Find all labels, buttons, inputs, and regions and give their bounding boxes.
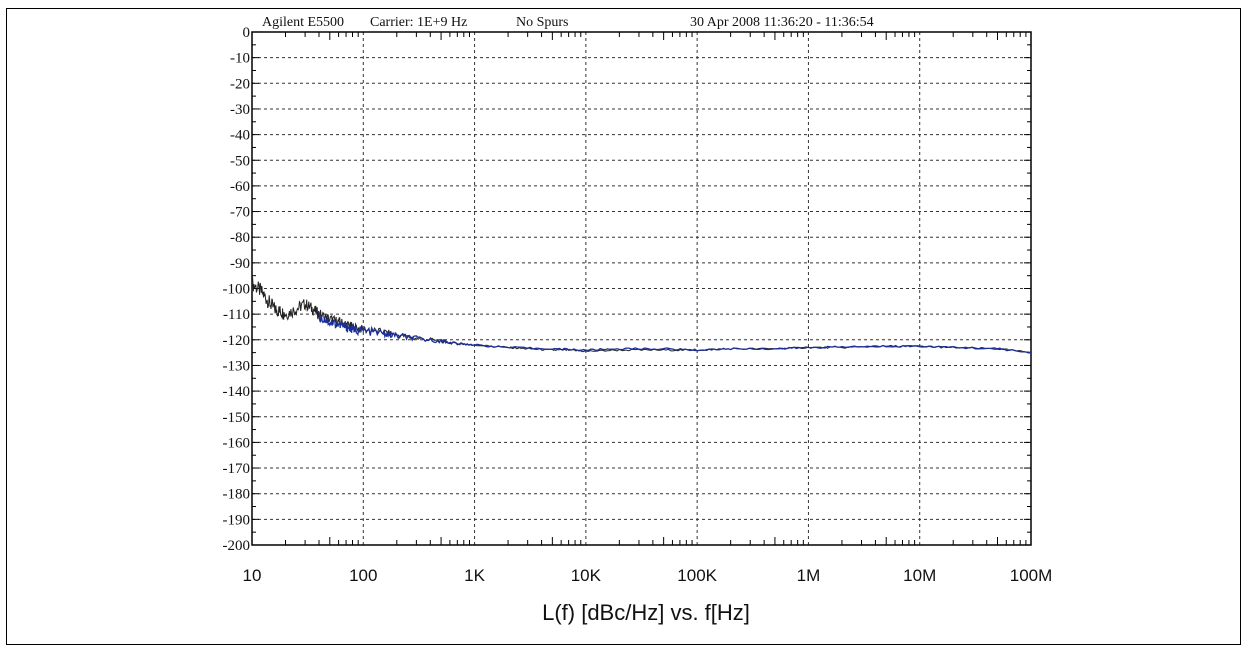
y-tick-label: -30 xyxy=(230,102,250,118)
y-tick-label: -150 xyxy=(223,410,251,426)
x-tick-label: 100K xyxy=(677,566,717,585)
y-tick-label: -130 xyxy=(223,358,251,374)
y-tick-label: -100 xyxy=(223,282,251,298)
x-tick-label: 10 xyxy=(243,566,262,585)
x-tick-label: 100M xyxy=(1010,566,1053,585)
y-tick-label: -120 xyxy=(223,333,251,349)
minor-tick-marks xyxy=(252,31,1031,546)
y-tick-label: -10 xyxy=(230,51,250,67)
y-tick-label: -80 xyxy=(230,230,250,246)
noise-trace-2 xyxy=(318,311,1032,354)
y-tick-label: -110 xyxy=(223,307,250,323)
y-tick-label: -60 xyxy=(230,179,250,195)
y-tick-label: -160 xyxy=(223,435,251,451)
y-tick-label: -140 xyxy=(223,384,251,400)
figure-frame xyxy=(6,8,1241,645)
x-axis-tick-labels: 10 100 1K 10K 100K 1M 10M 100M xyxy=(243,566,1053,585)
x-tick-label: 10K xyxy=(571,566,602,585)
x-axis-label: L(f) [dBc/Hz] vs. f[Hz] xyxy=(542,600,750,625)
x-tick-label: 10M xyxy=(903,566,936,585)
noise-traces xyxy=(251,277,1032,354)
y-tick-label: -70 xyxy=(230,205,250,221)
measurement-timestamp: 30 Apr 2008 11:36:20 - 11:36:54 xyxy=(690,15,874,30)
y-tick-label: -50 xyxy=(230,153,250,169)
y-tick-label: -90 xyxy=(230,256,250,272)
x-tick-label: 1K xyxy=(464,566,485,585)
y-tick-label: 0 xyxy=(243,25,251,41)
y-tick-label: -20 xyxy=(230,76,250,92)
y-tick-label: -180 xyxy=(223,487,251,503)
x-tick-label: 1M xyxy=(797,566,821,585)
spurs-status: No Spurs xyxy=(516,15,569,30)
y-tick-label: -170 xyxy=(223,461,251,477)
grid-lines xyxy=(251,31,1032,546)
x-tick-label: 100 xyxy=(349,566,377,585)
y-tick-label: -190 xyxy=(223,512,251,528)
y-axis-tick-labels: 0 -10 -20 -30 -40 -50 -60 -70 -80 -90 -100 -110 -120… xyxy=(223,25,251,554)
instrument-name: Agilent E5500 xyxy=(262,15,344,30)
carrier-frequency: Carrier: 1E+9 Hz xyxy=(370,15,467,30)
y-tick-label: -40 xyxy=(230,128,250,144)
y-tick-label: -200 xyxy=(223,538,251,554)
